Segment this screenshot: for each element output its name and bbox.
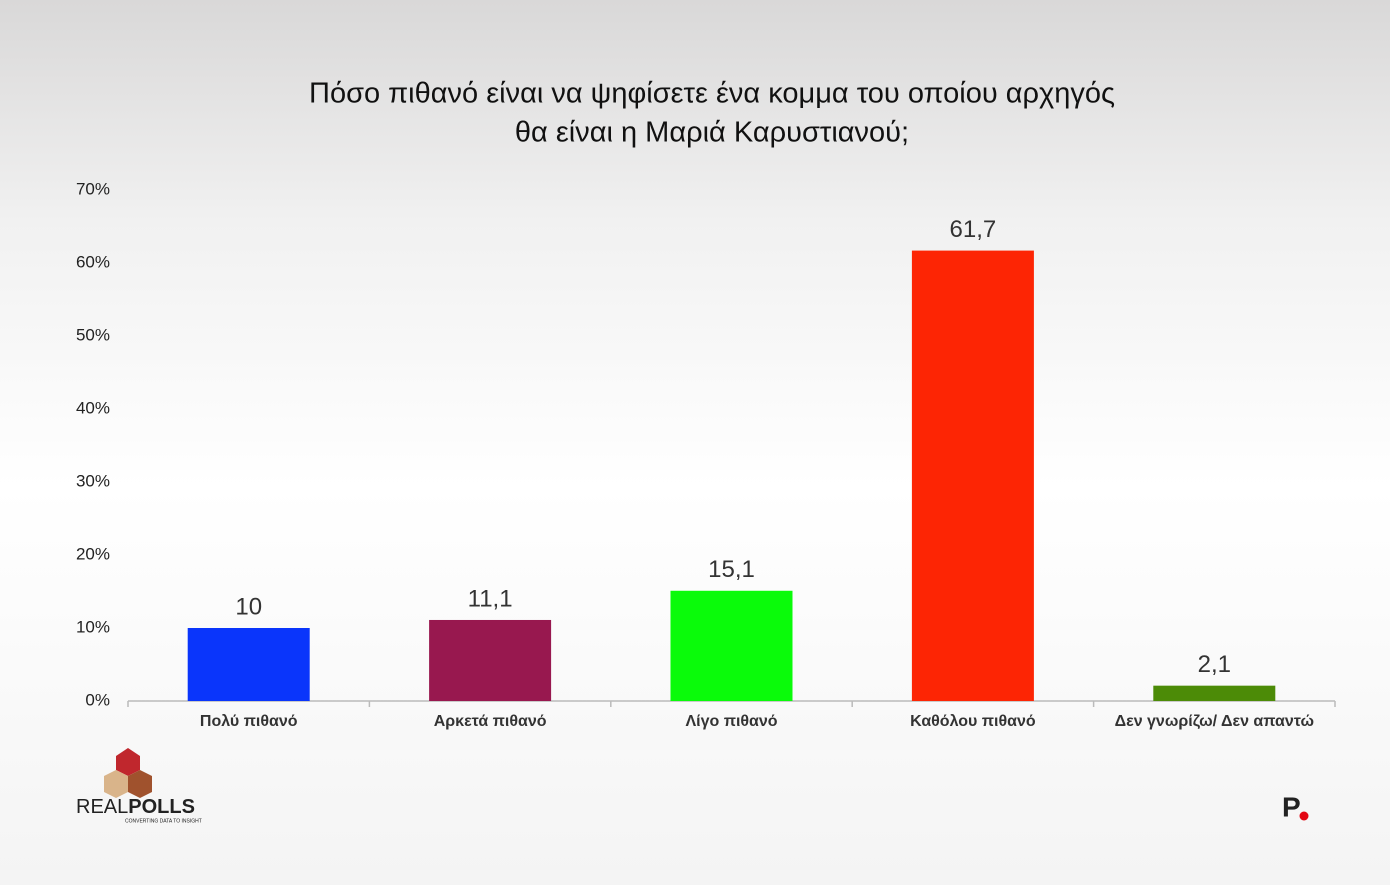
logo-text: REALPOLLS xyxy=(76,796,195,818)
logo-text-bold: POLLS xyxy=(128,796,195,818)
chart-title: θα είναι η Mαριά Καρυστιανού; xyxy=(515,117,909,149)
bar xyxy=(911,250,1034,701)
y-tick-label: 20% xyxy=(76,544,110,563)
logo-tagline: CONVERTING DATA TO INSIGHT xyxy=(125,818,202,824)
logo-shape xyxy=(104,770,128,798)
value-label: 61,7 xyxy=(950,216,997,243)
y-tick-label: 10% xyxy=(76,617,110,636)
value-label: 11,1 xyxy=(468,585,513,612)
x-tick-label: Καθόλου πιθανό xyxy=(910,713,1036,730)
value-label: 10 xyxy=(235,593,262,620)
logo-shape xyxy=(116,748,140,776)
bar xyxy=(429,619,552,701)
bar xyxy=(1153,685,1276,701)
p-logo-dot xyxy=(1299,811,1309,821)
x-tick-label: Δεν γνωρίζω/ Δεν απαντώ xyxy=(1115,713,1314,730)
x-tick-label: Πολύ πιθανό xyxy=(200,713,298,730)
y-tick-label: 0% xyxy=(85,690,110,709)
p-logo: P xyxy=(1282,791,1309,822)
bar xyxy=(187,628,310,701)
y-tick-label: 30% xyxy=(76,471,110,490)
y-tick-label: 70% xyxy=(76,179,110,198)
y-tick-label: 40% xyxy=(76,398,110,417)
chart-title: Πόσο πιθανό είναι να ψηφίσετε ένα κομμα … xyxy=(309,78,1115,110)
value-label: 15,1 xyxy=(708,556,755,583)
x-tick-label: Λίγο πιθανό xyxy=(685,713,777,730)
bar xyxy=(670,590,793,701)
value-label: 2,1 xyxy=(1198,651,1231,678)
realpolls-logo: REALPOLLS CONVERTING DATA TO INSIGHT xyxy=(76,748,202,824)
x-tick-label: Αρκετά πιθανό xyxy=(434,713,547,730)
p-logo-text: P xyxy=(1282,791,1301,822)
y-tick-label: 50% xyxy=(76,325,110,344)
logo-shape xyxy=(128,770,152,798)
logo-text-light: REAL xyxy=(76,796,128,818)
y-tick-label: 60% xyxy=(76,252,110,271)
